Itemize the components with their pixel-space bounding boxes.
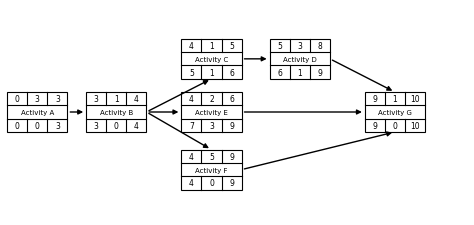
Text: Activity B: Activity B	[100, 110, 133, 115]
Text: 7: 7	[189, 121, 194, 130]
Text: 3: 3	[297, 42, 302, 51]
Text: 1: 1	[297, 68, 302, 77]
Text: 3: 3	[55, 95, 60, 104]
Text: Activity G: Activity G	[378, 110, 412, 115]
Text: 0: 0	[15, 121, 19, 130]
Text: 2: 2	[209, 95, 214, 104]
Text: 10: 10	[410, 121, 420, 130]
Bar	[86, 93, 146, 132]
Text: 5: 5	[277, 42, 282, 51]
Text: 0: 0	[15, 95, 19, 104]
Text: 8: 8	[318, 42, 322, 51]
Text: 1: 1	[392, 95, 397, 104]
Text: 3: 3	[209, 121, 214, 130]
Text: 9: 9	[373, 121, 377, 130]
Text: 10: 10	[410, 95, 420, 104]
Text: 5: 5	[189, 68, 194, 77]
Text: Activity E: Activity E	[195, 110, 228, 115]
Text: 1: 1	[209, 68, 214, 77]
Text: 9: 9	[229, 152, 234, 161]
Text: 5: 5	[209, 152, 214, 161]
Text: 9: 9	[229, 179, 234, 188]
Text: 0: 0	[392, 121, 397, 130]
Text: 9: 9	[373, 95, 377, 104]
Text: 0: 0	[114, 121, 118, 130]
Text: Activity D: Activity D	[283, 57, 317, 63]
Bar	[270, 40, 330, 79]
Text: 3: 3	[94, 95, 99, 104]
Text: 1: 1	[209, 42, 214, 51]
Text: Activity A: Activity A	[21, 110, 54, 115]
Text: 4: 4	[189, 42, 194, 51]
Text: 6: 6	[277, 68, 282, 77]
Text: 1: 1	[114, 95, 118, 104]
Bar	[181, 93, 242, 132]
Bar	[7, 93, 67, 132]
Text: 3: 3	[35, 95, 40, 104]
Text: Activity C: Activity C	[195, 57, 228, 63]
Text: 9: 9	[318, 68, 322, 77]
Text: 4: 4	[189, 179, 194, 188]
Text: 6: 6	[229, 68, 234, 77]
Text: 0: 0	[209, 179, 214, 188]
Text: Activity F: Activity F	[195, 167, 228, 173]
Text: 4: 4	[189, 95, 194, 104]
Text: 4: 4	[189, 152, 194, 161]
Text: 5: 5	[229, 42, 234, 51]
Text: 3: 3	[94, 121, 99, 130]
Bar	[181, 40, 242, 79]
Text: 4: 4	[134, 95, 139, 104]
Text: 9: 9	[229, 121, 234, 130]
Text: 4: 4	[134, 121, 139, 130]
Text: 0: 0	[35, 121, 40, 130]
Text: 6: 6	[229, 95, 234, 104]
Text: 3: 3	[55, 121, 60, 130]
Bar	[365, 93, 425, 132]
Bar	[181, 150, 242, 190]
